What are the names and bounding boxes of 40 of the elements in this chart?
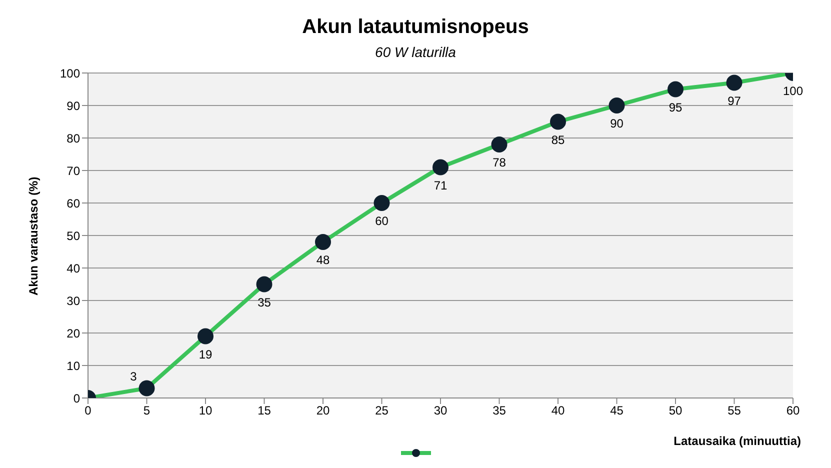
x-tick-label: 20 <box>316 404 330 418</box>
y-tick-label: 30 <box>66 294 80 308</box>
data-label: 90 <box>610 116 624 130</box>
data-label: 100 <box>782 84 804 98</box>
y-tick-label: 20 <box>66 326 80 340</box>
y-axis-title: Akun varaustaso (%) <box>26 176 40 296</box>
data-label: 19 <box>198 347 212 362</box>
y-tick-label: 60 <box>66 196 80 210</box>
data-label: 3 <box>130 369 138 384</box>
x-tick-label: 55 <box>728 404 742 418</box>
x-tick-label: 40 <box>551 404 565 418</box>
data-label: 85 <box>551 132 565 147</box>
x-tick-label: 35 <box>492 404 506 418</box>
x-tick-label: 45 <box>610 404 624 418</box>
y-tick-label: 80 <box>66 131 80 146</box>
data-label: 97 <box>728 94 742 108</box>
x-tick-label: 30 <box>434 404 448 418</box>
y-tick-label: 100 <box>60 66 80 80</box>
y-tick-label: 40 <box>66 261 80 276</box>
y-tick-label: 50 <box>66 228 80 243</box>
x-axis-title: Latausaika (minuuttia) <box>674 434 801 448</box>
data-label: 78 <box>492 156 506 170</box>
x-tick-label: 15 <box>258 404 272 418</box>
y-tick-label: 0 <box>73 391 80 406</box>
data-label: 60 <box>375 214 389 228</box>
y-tick-label: 10 <box>66 358 80 373</box>
data-label: 71 <box>434 178 448 192</box>
data-label: 48 <box>316 253 330 267</box>
x-tick-label: 0 <box>84 404 92 418</box>
y-tick-label: 90 <box>66 98 80 113</box>
data-label: 95 <box>668 100 682 114</box>
data-label: 35 <box>258 295 272 310</box>
chart-subtitle: 60 W laturilla <box>374 44 457 60</box>
chart-title: Akun latautumisnopeus <box>301 16 530 39</box>
y-tick-label: 70 <box>66 164 80 178</box>
x-tick-label: 25 <box>375 404 389 418</box>
x-tick-label: 10 <box>198 404 212 418</box>
x-tick-label: 50 <box>668 404 682 418</box>
x-tick-label: 60 <box>786 404 800 418</box>
x-tick-label: 5 <box>143 404 150 418</box>
